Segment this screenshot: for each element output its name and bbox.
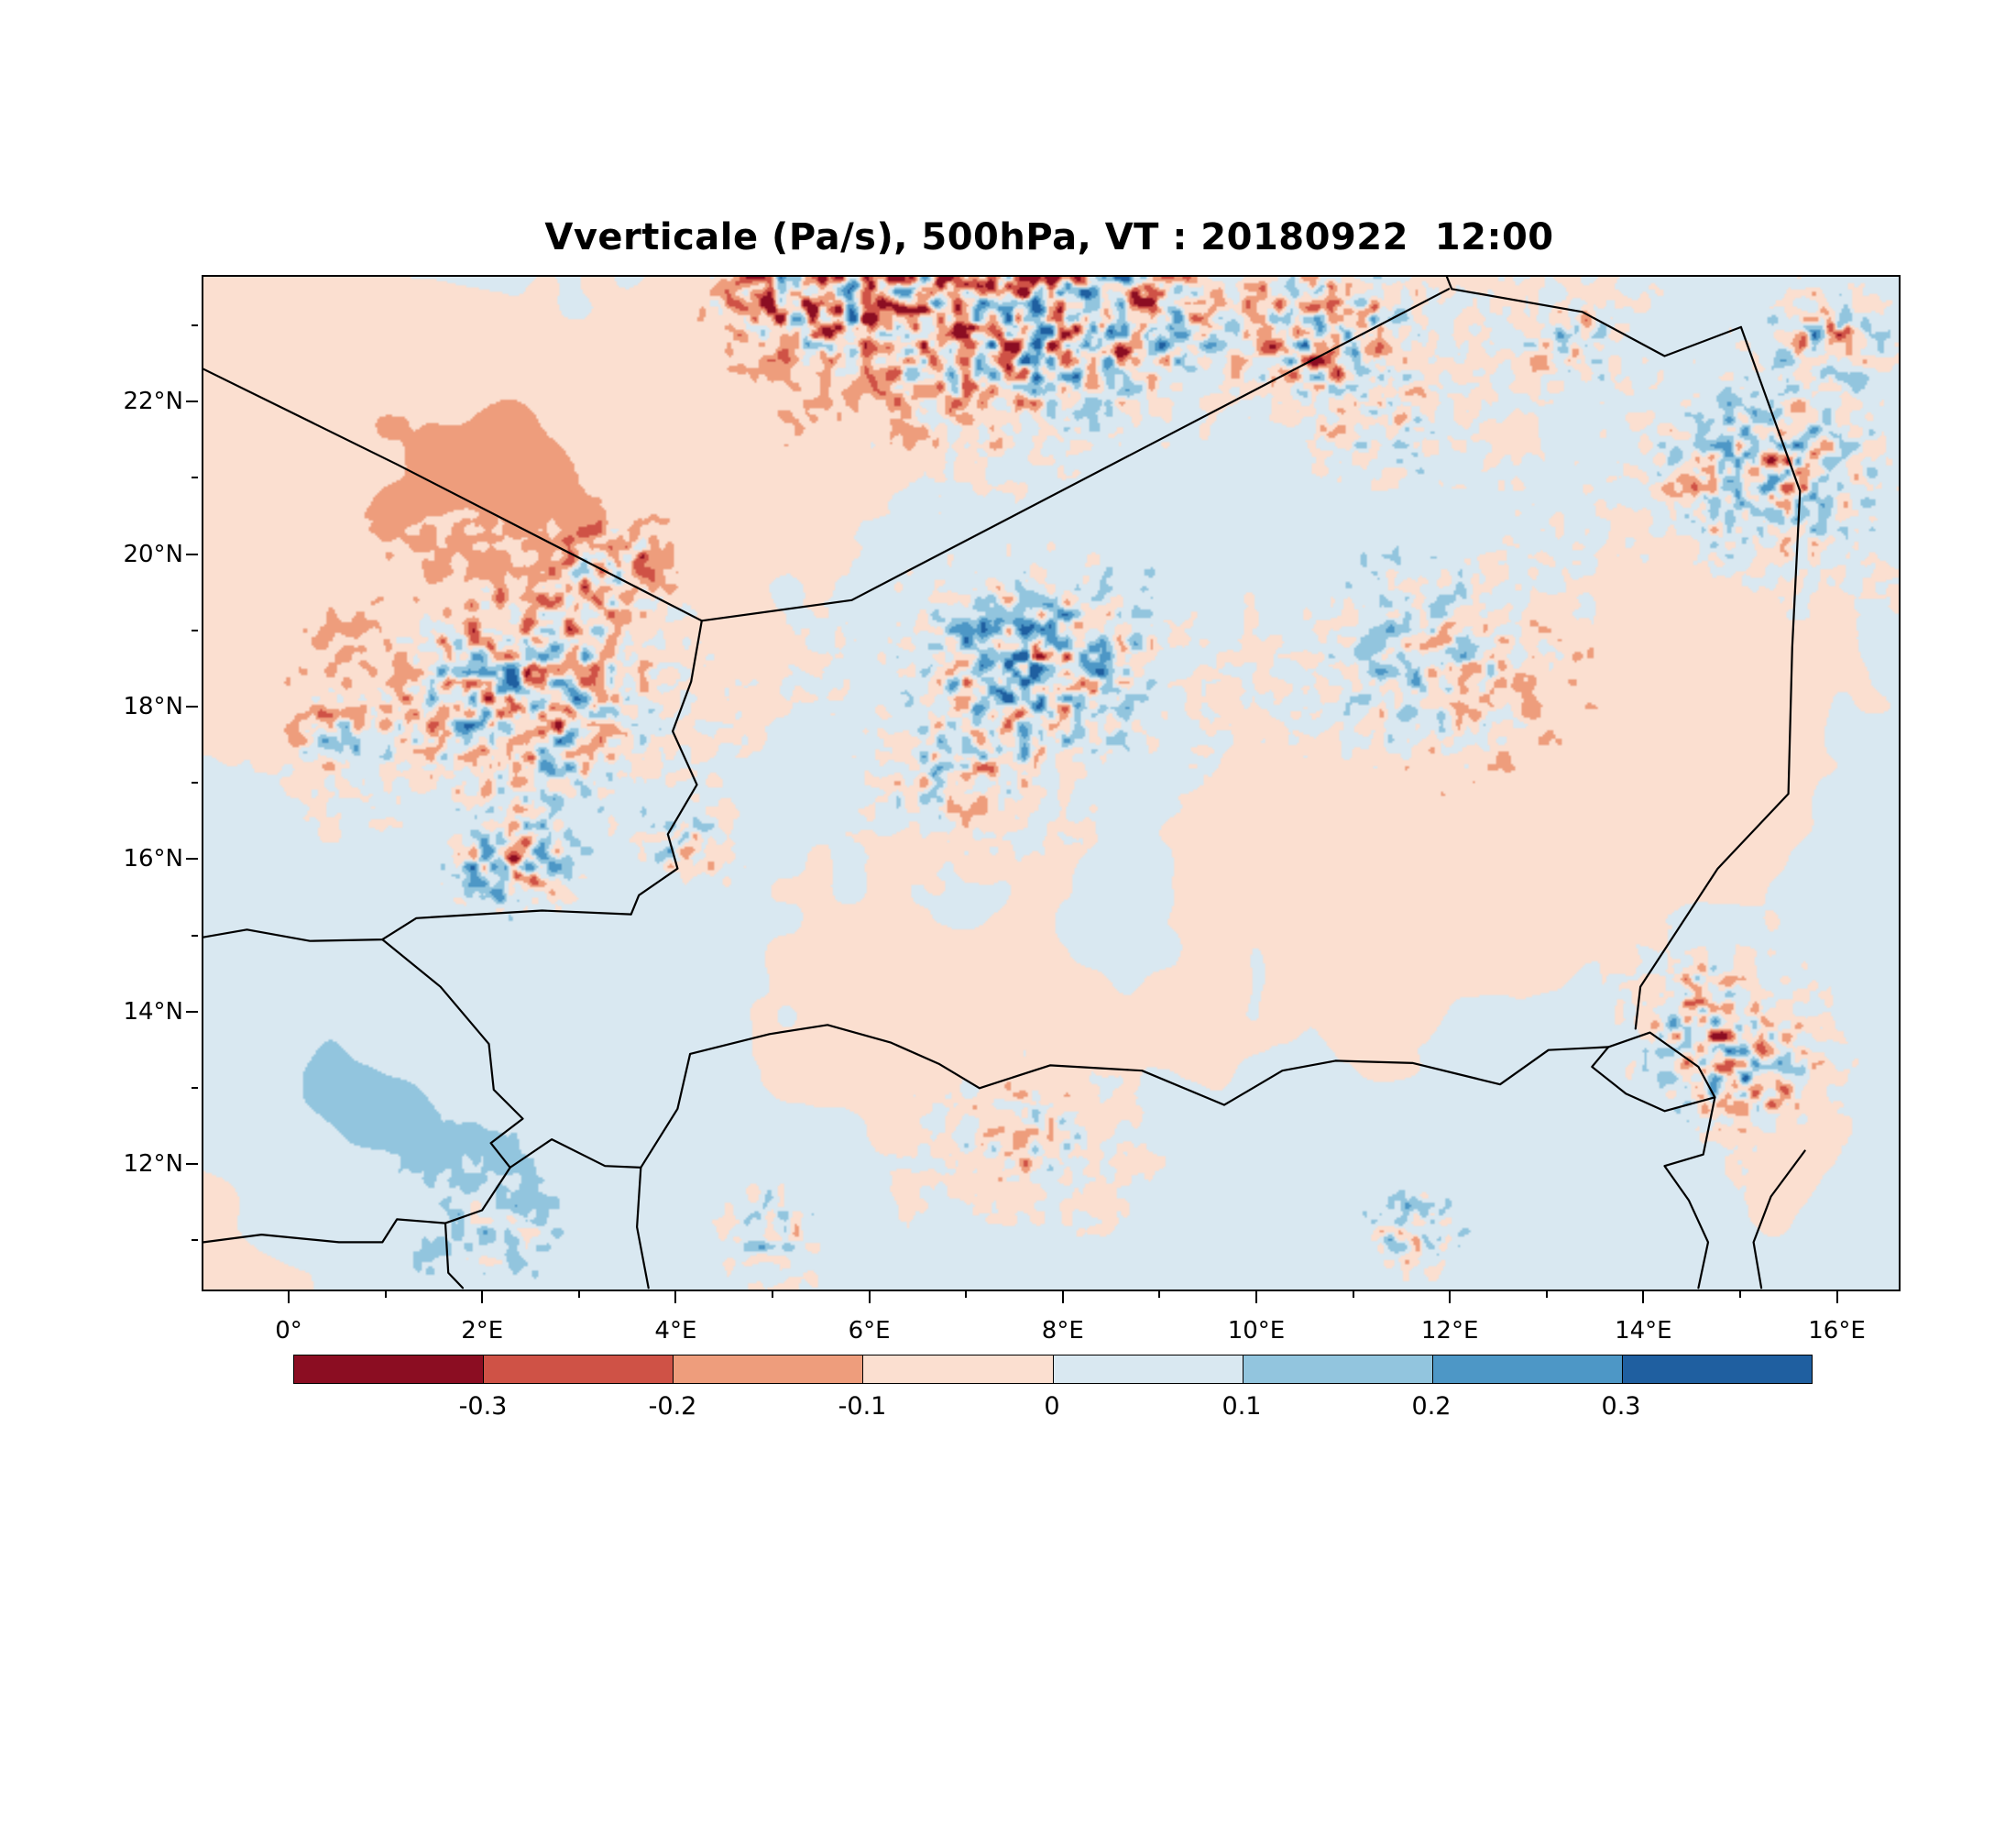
colorbar-segment-5 <box>1242 1356 1432 1383</box>
x-axis-major-tick <box>481 1291 484 1303</box>
y-axis-minor-tick <box>192 1239 198 1242</box>
x-axis-minor-tick <box>1545 1291 1548 1298</box>
colorbar-segment-4 <box>1052 1356 1243 1383</box>
colorbar-tick-label: 0 <box>1044 1392 1060 1421</box>
x-axis-tick-label: 14°E <box>1615 1317 1672 1345</box>
colorbar-segment-2 <box>673 1356 863 1383</box>
y-axis-minor-tick <box>192 629 198 631</box>
x-axis-minor-tick <box>1738 1291 1741 1298</box>
map-plot-area <box>202 275 1901 1291</box>
y-axis-tick-label: 20°N <box>123 540 183 568</box>
x-axis-major-tick <box>1061 1291 1064 1303</box>
x-axis-minor-tick <box>1158 1291 1161 1298</box>
x-axis-minor-tick <box>577 1291 580 1298</box>
y-axis-major-tick <box>186 1010 198 1013</box>
y-axis-tick-label: 12°N <box>123 1150 183 1179</box>
x-axis-tick-label: 8°E <box>1041 1317 1084 1345</box>
x-axis-tick-label: 6°E <box>848 1317 891 1345</box>
colorbar-tick-label: 0.2 <box>1411 1392 1452 1421</box>
x-axis-minor-tick <box>384 1291 387 1298</box>
x-axis-major-tick <box>1449 1291 1452 1303</box>
colorbar-segment-3 <box>862 1356 1053 1383</box>
x-axis-major-tick <box>674 1291 677 1303</box>
colorbar-tick-label: -0.1 <box>838 1392 887 1421</box>
y-axis-tick-label: 16°N <box>123 845 183 873</box>
colorbar <box>293 1355 1813 1384</box>
y-axis-minor-tick <box>192 1086 198 1089</box>
x-axis-major-tick <box>1642 1291 1645 1303</box>
y-axis-major-tick <box>186 1163 198 1166</box>
x-axis-minor-tick <box>772 1291 773 1298</box>
x-axis-tick-label: 2°E <box>461 1317 504 1345</box>
colorbar-segment-6 <box>1431 1356 1622 1383</box>
x-axis-tick-label: 0° <box>275 1317 302 1345</box>
x-axis-major-tick <box>868 1291 871 1303</box>
colorbar-segment-1 <box>483 1356 674 1383</box>
y-axis-minor-tick <box>192 477 198 479</box>
y-axis-minor-tick <box>192 934 198 937</box>
y-axis-minor-tick <box>192 782 198 785</box>
y-axis-major-tick <box>186 553 198 555</box>
chart-title: Vverticale (Pa/s), 500hPa, VT : 20180922… <box>544 216 1554 258</box>
vertical-velocity-field-canvas <box>203 277 1899 1290</box>
y-axis-major-tick <box>186 858 198 861</box>
colorbar-tick-label: -0.2 <box>648 1392 697 1421</box>
y-axis-major-tick <box>186 705 198 708</box>
colorbar-tick-label: -0.3 <box>458 1392 508 1421</box>
colorbar-tick-label: 0.1 <box>1222 1392 1262 1421</box>
x-axis-tick-label: 16°E <box>1808 1317 1866 1345</box>
x-axis-tick-label: 10°E <box>1227 1317 1286 1345</box>
x-axis-major-tick <box>1255 1291 1257 1303</box>
y-axis-minor-tick <box>192 324 198 326</box>
colorbar-tick-label: 0.3 <box>1601 1392 1641 1421</box>
x-axis-major-tick <box>288 1291 290 1303</box>
y-axis-major-tick <box>186 401 198 403</box>
y-axis-tick-label: 14°N <box>123 997 183 1026</box>
y-axis-tick-label: 22°N <box>123 388 183 416</box>
x-axis-tick-label: 12°E <box>1420 1317 1479 1345</box>
colorbar-segment-7 <box>1621 1356 1812 1383</box>
colorbar-segment-0 <box>294 1356 484 1383</box>
x-axis-tick-label: 4°E <box>654 1317 697 1345</box>
x-axis-minor-tick <box>1352 1291 1354 1298</box>
x-axis-major-tick <box>1835 1291 1838 1303</box>
y-axis-tick-label: 18°N <box>123 692 183 720</box>
x-axis-minor-tick <box>965 1291 968 1298</box>
